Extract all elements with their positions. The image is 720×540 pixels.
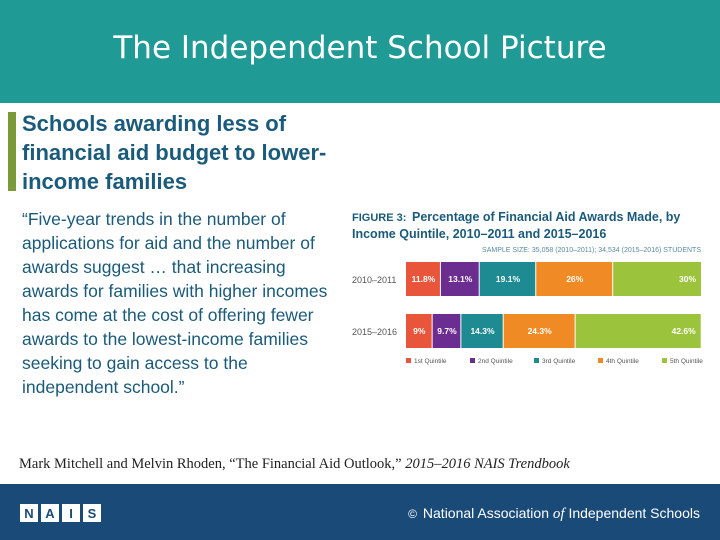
logo-letter-i: I xyxy=(62,504,80,522)
bar-segment xyxy=(406,262,440,296)
bar-segment xyxy=(440,262,479,296)
legend-swatch xyxy=(662,358,667,363)
footer-bar xyxy=(0,484,720,540)
copyright-symbol: © xyxy=(408,507,418,521)
legend-label: 1st Quintile xyxy=(414,358,447,365)
bar-value-label: 13.1% xyxy=(448,274,473,284)
logo-letter-a: A xyxy=(41,504,59,522)
legend-swatch xyxy=(470,358,475,363)
bar-segment xyxy=(575,314,701,348)
subtitle: Schools awarding less of financial aid b… xyxy=(22,111,327,194)
bar-segment xyxy=(479,262,536,296)
legend-label: 3rd Quintile xyxy=(542,358,576,365)
bar-value-label: 19.1% xyxy=(496,274,521,284)
legend-swatch xyxy=(534,358,539,363)
logo-letter-n: N xyxy=(20,504,38,522)
quote-text: “Five-year trends in the number of appli… xyxy=(22,209,328,397)
category-label: 2010–2011 xyxy=(352,275,396,285)
sample-size: SAMPLE SIZE: 35,058 (2010–2011); 34,534 … xyxy=(482,247,701,254)
bar-value-label: 24.3% xyxy=(528,326,553,336)
bar-value-label: 14.3% xyxy=(470,326,495,336)
slide-title: The Independent School Picture xyxy=(113,30,607,66)
bar-value-label: 26% xyxy=(566,274,583,284)
org-name: © National Association of Independent Sc… xyxy=(408,505,700,523)
bar-value-label: 9.7% xyxy=(437,326,457,336)
logo-letter-s: S xyxy=(83,504,101,522)
accent-bar xyxy=(8,112,16,191)
legend-swatch xyxy=(598,358,603,363)
bar-value-label: 30% xyxy=(679,274,696,284)
bar-value-label: 9% xyxy=(413,326,426,336)
org-name-of: of xyxy=(552,506,565,522)
org-name-part1: National Association xyxy=(422,505,549,521)
financial-aid-chart: FIGURE 3: Percentage of Financial Aid Aw… xyxy=(352,210,703,365)
bar-segment xyxy=(536,262,613,296)
legend-label: 4th Quintile xyxy=(606,358,639,365)
bar-value-label: 11.8% xyxy=(412,274,436,284)
chart-title-line1: Percentage of Financial Aid Awards Made,… xyxy=(412,210,680,224)
header-banner: The Independent School Picture xyxy=(0,0,720,103)
bar-segment xyxy=(406,314,432,348)
bar-segment xyxy=(613,262,701,296)
category-label: 2015–2016 xyxy=(352,327,397,337)
chart-title-line2: Income Quintile, 2010–2011 and 2015–2016 xyxy=(352,227,606,241)
citation-source: 2015–2016 NAIS Trendbook xyxy=(405,456,570,472)
bar-segment xyxy=(461,314,503,348)
bar-value-label: 42.6% xyxy=(672,326,697,336)
org-name-part2: Independent Schools xyxy=(568,505,700,521)
bar-segment xyxy=(432,314,461,348)
bar-segment xyxy=(503,314,575,348)
nais-logo: N A I S xyxy=(20,504,101,522)
citation-authors: Mark Mitchell and Melvin Rhoden, “The Fi… xyxy=(19,456,406,472)
citation: Mark Mitchell and Melvin Rhoden, “The Fi… xyxy=(19,456,699,473)
legend-label: 2nd Quintile xyxy=(478,358,513,365)
legend-label: 5th Quintile xyxy=(670,358,703,365)
figure-label: FIGURE 3: xyxy=(352,212,406,224)
legend-swatch xyxy=(406,358,411,363)
